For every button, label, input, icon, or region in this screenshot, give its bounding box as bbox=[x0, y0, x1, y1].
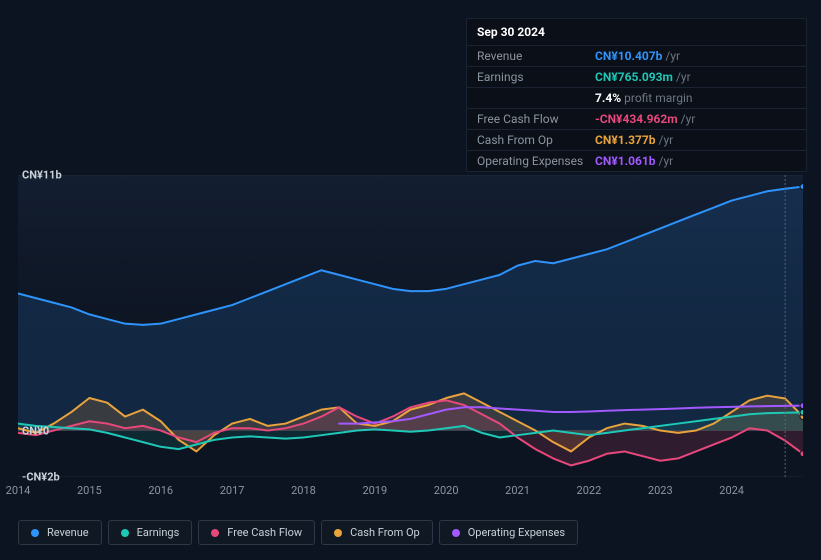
tooltip-row-value: -CN¥434.962m bbox=[595, 112, 678, 126]
tooltip-row-value: CN¥1.061b bbox=[595, 154, 656, 168]
legend-dot-icon bbox=[121, 529, 129, 537]
x-tick-label: 2014 bbox=[6, 484, 31, 497]
x-tick-label: 2024 bbox=[719, 484, 744, 497]
y-tick-label: CN¥11b bbox=[22, 169, 62, 182]
marker-revenue bbox=[800, 184, 803, 190]
x-tick-label: 2022 bbox=[577, 484, 602, 497]
tooltip-row-value: 7.4% bbox=[595, 91, 621, 105]
x-tick-label: 2021 bbox=[505, 484, 530, 497]
tooltip-row: EarningsCN¥765.093m/yr bbox=[467, 66, 806, 87]
x-axis: 2014201520162017201820192020202120222023… bbox=[18, 484, 803, 500]
tooltip-row-label: Free Cash Flow bbox=[477, 112, 595, 126]
tooltip-row: Free Cash Flow-CN¥434.962m/yr bbox=[467, 108, 806, 129]
tooltip-row-label: Operating Expenses bbox=[477, 154, 595, 168]
tooltip-row-suffix: /yr bbox=[659, 133, 674, 147]
chart-plot-area[interactable]: CN¥11bCN¥0-CN¥2b bbox=[18, 175, 803, 477]
legend-dot-icon bbox=[31, 529, 39, 537]
legend-item-free_cash_flow[interactable]: Free Cash Flow bbox=[198, 520, 315, 545]
tooltip-row-value: CN¥765.093m bbox=[595, 70, 673, 84]
marker-earnings bbox=[800, 409, 803, 415]
x-tick-label: 2020 bbox=[434, 484, 459, 497]
chart-svg bbox=[18, 175, 803, 477]
x-tick-label: 2017 bbox=[220, 484, 245, 497]
tooltip-row-suffix: /yr bbox=[659, 154, 674, 168]
tooltip-panel: Sep 30 2024 RevenueCN¥10.407b/yrEarnings… bbox=[466, 18, 807, 172]
tooltip-date: Sep 30 2024 bbox=[467, 19, 806, 45]
legend-dot-icon bbox=[334, 529, 342, 537]
legend-label: Free Cash Flow bbox=[227, 526, 302, 539]
tooltip-row-label: Revenue bbox=[477, 49, 595, 63]
legend-dot-icon bbox=[211, 529, 219, 537]
tooltip-row-suffix: profit margin bbox=[624, 91, 692, 105]
legend-label: Revenue bbox=[47, 526, 89, 539]
legend-item-cash_from_op[interactable]: Cash From Op bbox=[321, 520, 433, 545]
tooltip-row-label: Cash From Op bbox=[477, 133, 595, 147]
x-tick-label: 2019 bbox=[362, 484, 387, 497]
chart-container: Sep 30 2024 RevenueCN¥10.407b/yrEarnings… bbox=[0, 0, 821, 560]
legend-item-operating_expenses[interactable]: Operating Expenses bbox=[439, 520, 578, 545]
tooltip-row-suffix: /yr bbox=[665, 49, 680, 63]
legend: Revenue Earnings Free Cash Flow Cash From O… bbox=[18, 520, 578, 545]
x-tick-label: 2015 bbox=[77, 484, 102, 497]
tooltip-row-label bbox=[477, 91, 595, 105]
tooltip-row-value: CN¥1.377b bbox=[595, 133, 656, 147]
x-tick-label: 2016 bbox=[148, 484, 173, 497]
tooltip-row: RevenueCN¥10.407b/yr bbox=[467, 45, 806, 66]
y-tick-label: CN¥0 bbox=[22, 424, 49, 437]
legend-label: Cash From Op bbox=[350, 526, 420, 539]
marker-free_cash_flow bbox=[800, 451, 803, 457]
legend-item-earnings[interactable]: Earnings bbox=[108, 520, 193, 545]
legend-label: Operating Expenses bbox=[468, 526, 565, 539]
tooltip-row-value: CN¥10.407b bbox=[595, 49, 662, 63]
tooltip-row-suffix: /yr bbox=[681, 112, 696, 126]
tooltip-row: Cash From OpCN¥1.377b/yr bbox=[467, 129, 806, 150]
tooltip-row-label: Earnings bbox=[477, 70, 595, 84]
legend-label: Earnings bbox=[137, 526, 180, 539]
legend-item-revenue[interactable]: Revenue bbox=[18, 520, 102, 545]
tooltip-row: Operating ExpensesCN¥1.061b/yr bbox=[467, 150, 806, 171]
x-tick-label: 2023 bbox=[648, 484, 673, 497]
y-tick-label: -CN¥2b bbox=[22, 471, 60, 484]
marker-operating_expenses bbox=[800, 403, 803, 409]
tooltip-row: 7.4%profit margin bbox=[467, 87, 806, 108]
x-tick-label: 2018 bbox=[291, 484, 316, 497]
tooltip-row-suffix: /yr bbox=[676, 70, 691, 84]
legend-dot-icon bbox=[452, 529, 460, 537]
